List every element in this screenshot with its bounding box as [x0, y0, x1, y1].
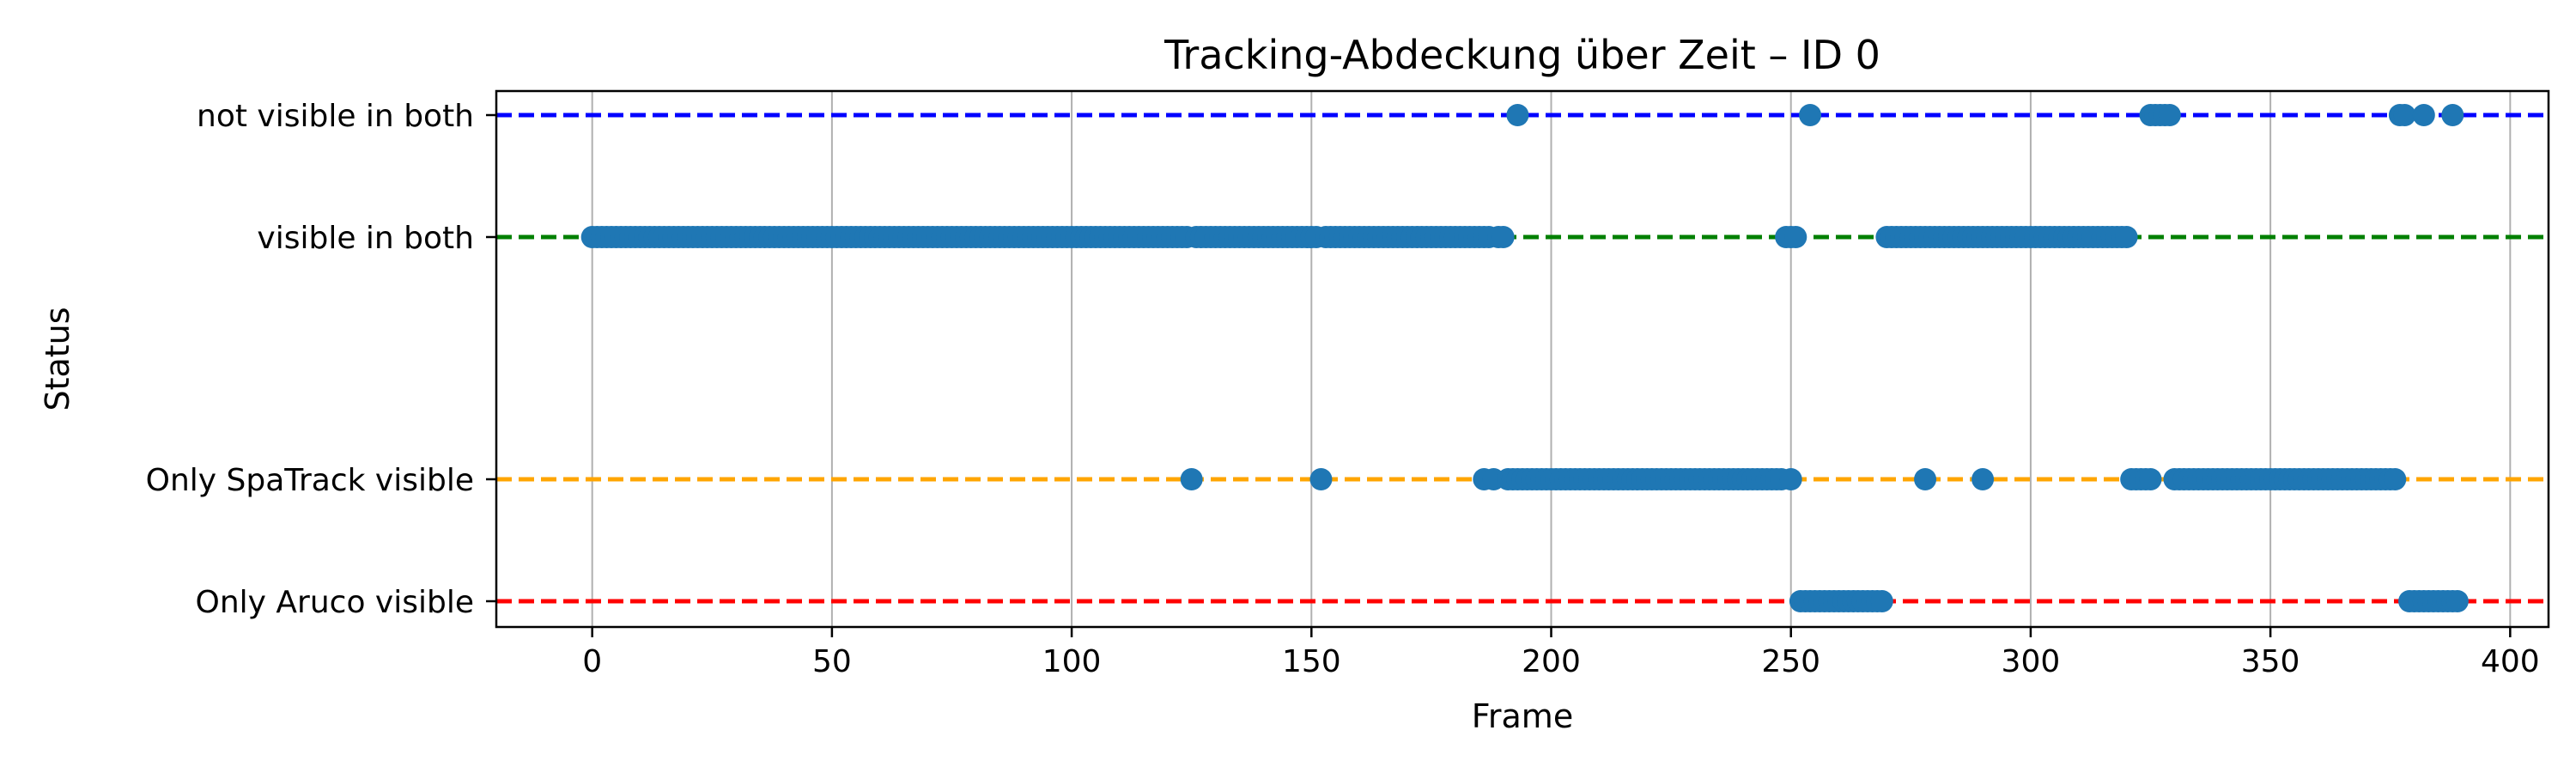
x-tick-label: 250	[1761, 644, 1820, 679]
y-tick-label: not visible in both	[197, 99, 474, 134]
x-tick-label: 0	[582, 644, 602, 679]
x-tick-label: 150	[1282, 644, 1341, 679]
data-point	[2393, 104, 2416, 126]
data-point	[1779, 468, 1802, 490]
data-point	[2115, 226, 2138, 248]
data-point	[1799, 104, 1822, 126]
data-point	[1492, 226, 1515, 248]
y-tick-label: Only SpaTrack visible	[146, 463, 474, 498]
data-point	[1506, 104, 1529, 126]
data-point	[2139, 468, 2162, 490]
y-tick-label: visible in both	[257, 221, 474, 256]
chart-title: Tracking-Abdeckung über Zeit – ID 0	[1163, 32, 1880, 78]
x-axis-label: Frame	[1472, 697, 1573, 735]
data-point	[2384, 468, 2407, 490]
data-point	[1180, 468, 1203, 490]
data-point	[2412, 104, 2435, 126]
y-axis-label: Status	[39, 307, 76, 411]
y-tick-label: Only Aruco visible	[196, 585, 474, 620]
data-point	[2158, 104, 2181, 126]
x-tick-label: 350	[2241, 644, 2300, 679]
plot-frame	[495, 89, 2550, 629]
data-point	[1784, 226, 1807, 248]
x-tick-label: 200	[1522, 644, 1581, 679]
x-tick-label: 400	[2481, 644, 2540, 679]
data-point	[1971, 468, 1995, 490]
plot-area: 0 50 100 150 200 250 300 350 400 not visible in b…	[146, 89, 2550, 679]
data-point	[1870, 590, 1893, 612]
x-tick-label: 300	[2002, 644, 2061, 679]
data-point	[2445, 590, 2469, 612]
x-tick-label: 100	[1042, 644, 1102, 679]
data-point	[1309, 468, 1333, 490]
data-point	[1914, 468, 1937, 490]
x-tick-label: 50	[812, 644, 852, 679]
data-point	[2441, 104, 2464, 126]
